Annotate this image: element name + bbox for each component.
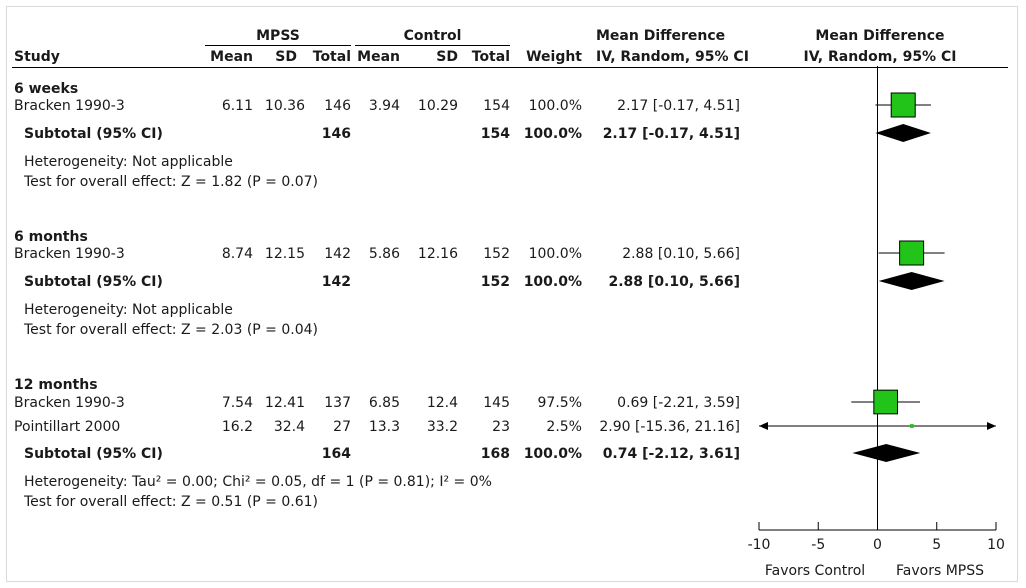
subtotal-total1: 146 [321,126,351,142]
subtotal-total1: 164 [321,446,351,462]
ci-arrow-right [987,422,996,430]
study-mean2: 6.85 [368,395,400,411]
header-diff-line1: Mean Difference [596,28,726,44]
subtotal-weight: 100.0% [523,274,582,290]
study-ci: 0.69 [-2.21, 3.59] [617,395,740,411]
subtotal-ci: 2.88 [0.10, 5.66] [608,274,741,290]
subtotal-label: Subtotal (95% CI) [24,274,163,290]
subtotal-diamond [875,124,931,142]
study-sd1: 32.4 [273,419,305,435]
subtotal-label: Subtotal (95% CI) [24,126,163,142]
ci-arrow-left [759,422,768,430]
x-tick-label: -10 [748,537,771,553]
study-total2: 23 [492,419,510,435]
study-marker [890,92,916,118]
x-tick-label: 0 [873,537,882,553]
study-ci: 2.17 [-0.17, 4.51] [617,98,740,114]
study-ci: 2.90 [-15.36, 21.16] [599,419,740,435]
heterogeneity-text: Heterogeneity: Tau² = 0.00; Chi² = 0.05,… [24,474,492,490]
subtotal-total2: 154 [480,126,510,142]
figure-frame [6,6,1018,582]
study-marker [873,389,899,415]
header-rule-mpss [205,45,351,46]
study-name: Bracken 1990-3 [14,395,125,411]
favors-mpss-label: Favors MPSS [896,563,984,579]
study-total2: 152 [483,246,510,262]
study-weight: 97.5% [537,395,582,411]
subtotal-diamond [852,444,921,462]
study-mean2: 13.3 [368,419,400,435]
subtotal-total1: 142 [321,274,351,290]
col-study: Study [14,49,60,65]
study-total2: 145 [483,395,510,411]
heterogeneity-text: Heterogeneity: Not applicable [24,302,233,318]
subtotal-total2: 152 [480,274,510,290]
col-sd2: SD [436,49,458,65]
header-plot-line2: IV, Random, 95% CI [803,49,957,65]
study-total1: 142 [324,246,351,262]
study-mean1: 16.2 [221,419,253,435]
header-group-mpss: MPSS [256,28,300,44]
study-total1: 27 [333,419,351,435]
study-sd1: 12.41 [264,395,305,411]
col-mean1: Mean [210,49,253,65]
study-weight: 100.0% [528,98,582,114]
study-marker [909,424,914,428]
subtotal-diamond [878,272,945,290]
header-group-control: Control [403,28,462,44]
study-mean2: 5.86 [368,246,400,262]
study-weight: 2.5% [546,419,582,435]
study-sd2: 10.29 [417,98,458,114]
study-total1: 146 [324,98,351,114]
col-weight: Weight [526,49,582,65]
subtotal-label: Subtotal (95% CI) [24,446,163,462]
header-rule-control [355,45,510,46]
study-mean2: 3.94 [368,98,400,114]
study-mean1: 8.74 [221,246,253,262]
subtotal-weight: 100.0% [523,446,582,462]
subtotal-total2: 168 [480,446,510,462]
col-total2: Total [471,49,510,65]
study-total1: 137 [324,395,351,411]
study-sd2: 12.16 [417,246,458,262]
col-mean2: Mean [357,49,400,65]
study-weight: 100.0% [528,246,582,262]
study-name: Bracken 1990-3 [14,98,125,114]
subtotal-weight: 100.0% [523,126,582,142]
overall-effect-text: Test for overall effect: Z = 0.51 (P = 0… [24,494,318,510]
x-tick-label: 5 [932,537,941,553]
study-mean1: 6.11 [221,98,253,114]
heterogeneity-text: Heterogeneity: Not applicable [24,154,233,170]
study-sd1: 10.36 [264,98,305,114]
subtotal-ci: 0.74 [-2.12, 3.61] [602,446,740,462]
study-name: Pointillart 2000 [14,419,121,435]
x-tick-label: -5 [811,537,825,553]
header-diff-line2: IV, Random, 95% CI [596,49,749,65]
col-total1: Total [312,49,351,65]
header-plot-line1: Mean Difference [815,28,945,44]
study-marker [899,240,925,266]
header-rule [12,67,1008,68]
group-title: 12 months [14,377,98,393]
study-sd1: 12.15 [264,246,305,262]
col-sd1: SD [275,49,297,65]
group-title: 6 weeks [14,81,79,97]
study-ci: 2.88 [0.10, 5.66] [622,246,740,262]
study-name: Bracken 1990-3 [14,246,125,262]
x-tick-label: 10 [987,537,1005,553]
study-total2: 154 [483,98,510,114]
group-title: 6 months [14,229,88,245]
study-mean1: 7.54 [221,395,253,411]
study-sd2: 12.4 [426,395,458,411]
subtotal-ci: 2.17 [-0.17, 4.51] [602,126,740,142]
overall-effect-text: Test for overall effect: Z = 1.82 (P = 0… [24,174,318,190]
overall-effect-text: Test for overall effect: Z = 2.03 (P = 0… [24,322,318,338]
favors-control-label: Favors Control [764,563,866,579]
study-sd2: 33.2 [426,419,458,435]
